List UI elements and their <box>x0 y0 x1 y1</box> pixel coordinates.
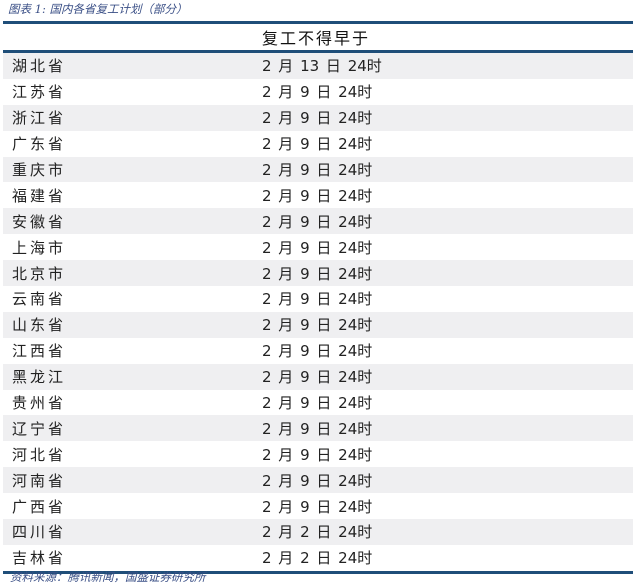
date-cell: 2 月 9 日 24时 <box>262 290 373 309</box>
table-body: 湖北省 2 月 13 日 24时 江苏省 2 月 9 日 24时 浙江省 2 月 9 日 … <box>3 53 633 571</box>
table-row: 黑龙江 2 月 9 日 24时 <box>3 363 633 390</box>
province-cell: 北京市 <box>12 264 67 283</box>
table-row: 湖北省 2 月 13 日 24时 <box>3 53 633 79</box>
table-row: 山东省 2 月 9 日 24时 <box>3 311 633 338</box>
table-row: 上海市 2 月 9 日 24时 <box>3 234 633 260</box>
date-cell: 2 月 9 日 24时 <box>262 135 373 154</box>
date-cell: 2 月 2 日 24时 <box>262 523 373 542</box>
table-row: 辽宁省 2 月 9 日 24时 <box>3 415 633 442</box>
province-cell: 辽宁省 <box>12 419 67 438</box>
date-cell: 2 月 9 日 24时 <box>262 342 373 361</box>
table-row: 河北省 2 月 9 日 24时 <box>3 441 633 467</box>
province-cell: 吉林省 <box>12 549 67 568</box>
table-row: 北京市 2 月 9 日 24时 <box>3 260 633 287</box>
table-row: 贵州省 2 月 9 日 24时 <box>3 390 633 416</box>
date-cell: 2 月 9 日 24时 <box>262 212 373 231</box>
date-cell: 2 月 9 日 24时 <box>262 264 373 283</box>
table-row: 广西省 2 月 9 日 24时 <box>3 493 633 519</box>
date-cell: 2 月 9 日 24时 <box>262 161 373 179</box>
date-cell: 2 月 9 日 24时 <box>262 394 373 413</box>
table-row: 四川省 2 月 2 日 24时 <box>3 519 633 545</box>
table-row: 江苏省 2 月 9 日 24时 <box>3 79 633 105</box>
table-row: 广东省 2 月 9 日 24时 <box>3 131 633 157</box>
province-cell: 江西省 <box>12 342 67 361</box>
province-cell: 浙江省 <box>12 109 67 128</box>
date-cell: 2 月 9 日 24时 <box>262 497 373 516</box>
date-cell: 2 月 9 日 24时 <box>262 368 373 387</box>
province-cell: 广东省 <box>12 135 67 154</box>
date-cell: 2 月 2 日 24时 <box>262 549 373 568</box>
province-cell: 河北省 <box>12 445 67 464</box>
table-row: 浙江省 2 月 9 日 24时 <box>3 104 633 131</box>
date-cell: 2 月 9 日 24时 <box>262 316 373 335</box>
province-cell: 广西省 <box>12 497 67 516</box>
date-cell: 2 月 9 日 24时 <box>262 238 373 257</box>
table-row: 河南省 2 月 9 日 24时 <box>3 467 633 494</box>
province-cell: 山东省 <box>12 316 67 335</box>
province-cell: 黑龙江 <box>12 368 67 387</box>
date-cell: 2 月 13 日 24时 <box>262 57 382 76</box>
table-row: 江西省 2 月 9 日 24时 <box>3 338 633 364</box>
province-cell: 重庆市 <box>12 161 67 179</box>
date-cell: 2 月 9 日 24时 <box>262 109 373 128</box>
return-to-work-table: 复工不得早于 湖北省 2 月 13 日 24时 江苏省 2 月 9 日 24时 浙江省 2… <box>3 21 633 574</box>
header-date-column: 复工不得早于 <box>262 29 371 48</box>
province-cell: 福建省 <box>12 186 67 205</box>
table-row: 云南省 2 月 9 日 24时 <box>3 286 633 312</box>
province-cell: 安徽省 <box>12 212 67 231</box>
province-cell: 贵州省 <box>12 394 67 413</box>
table-row: 福建省 2 月 9 日 24时 <box>3 182 633 208</box>
table-row: 安徽省 2 月 9 日 24时 <box>3 208 633 235</box>
date-cell: 2 月 9 日 24时 <box>262 445 373 464</box>
table-row: 吉林省 2 月 2 日 24时 <box>3 545 633 571</box>
province-cell: 湖北省 <box>12 57 67 76</box>
table-header: 复工不得早于 <box>3 24 633 53</box>
province-cell: 江苏省 <box>12 83 67 102</box>
date-cell: 2 月 9 日 24时 <box>262 419 373 438</box>
table-caption: 图表 1: 国内各省复工计划（部分） <box>8 2 188 16</box>
date-cell: 2 月 9 日 24时 <box>262 83 373 102</box>
province-cell: 上海市 <box>12 238 67 257</box>
date-cell: 2 月 9 日 24时 <box>262 471 373 490</box>
province-cell: 四川省 <box>12 523 67 542</box>
date-cell: 2 月 9 日 24时 <box>262 186 373 205</box>
source-note: 资料来源：腾讯新闻，国盛证券研究所 <box>10 570 206 584</box>
province-cell: 云南省 <box>12 290 67 309</box>
table-row: 重庆市 2 月 9 日 24时 <box>3 156 633 183</box>
province-cell: 河南省 <box>12 471 67 490</box>
